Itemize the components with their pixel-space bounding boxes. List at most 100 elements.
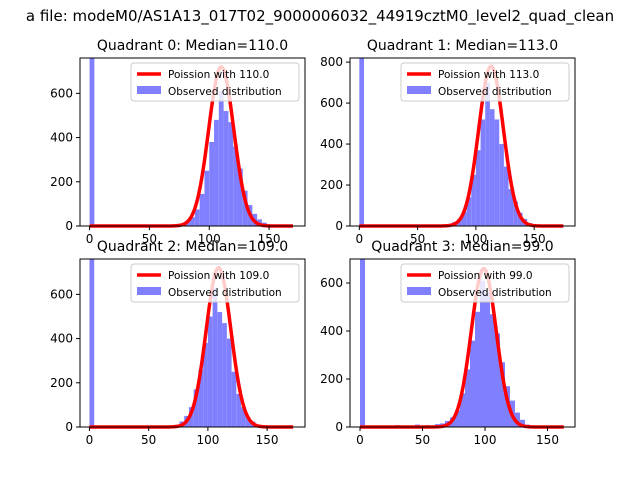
y-tick-label: 0 [65, 219, 73, 233]
x-tick-label: 0 [86, 232, 94, 246]
histogram-bar [515, 412, 520, 427]
histogram-bar [231, 371, 237, 427]
histogram-bar [198, 369, 204, 427]
y-tick-label: 400 [50, 131, 73, 145]
histogram-bar [203, 343, 208, 427]
subplot-title: Quadrant 2: Median=109.0 [97, 239, 288, 255]
legend-box [130, 263, 300, 303]
y-tick-label: 600 [50, 287, 73, 301]
x-tick-label: 100 [198, 232, 221, 246]
histogram-bar [508, 189, 514, 226]
legend: Poission with 99.0 Observed distribution [400, 263, 570, 303]
x-tick-label: 150 [256, 433, 279, 447]
y-tick-label: 800 [320, 55, 343, 69]
legend-patch-swatch [137, 86, 161, 94]
histogram-bar [466, 197, 472, 226]
y-tick-label: 0 [335, 219, 343, 233]
histogram-bar [489, 109, 495, 226]
subplot-quadrant-2: Quadrant 2: Median=109.0 0 50 100 150 0 200 400… [50, 239, 306, 447]
x-tick-label: 0 [356, 433, 364, 447]
histogram-bar [503, 166, 509, 226]
histogram-bar [222, 323, 227, 427]
subplot-quadrant-0: Quadrant 0: Median=110.0 0 50 100 150 0 200 400… [50, 38, 306, 246]
subplot-quadrant-3: Quadrant 3: Median=99.0 0 50 100 150 0 200 400 6… [320, 239, 576, 447]
histogram-bar [237, 168, 243, 226]
y-tick-label: 400 [320, 324, 343, 338]
legend-label-observed: Observed distribution [168, 287, 282, 299]
x-tick-label: 0 [86, 433, 94, 447]
y-tick-label: 0 [65, 420, 73, 434]
x-tick-label: 0 [356, 232, 364, 246]
legend-patch-swatch [137, 287, 161, 295]
legend-patch-swatch [407, 86, 431, 94]
x-tick-label: 100 [474, 433, 497, 447]
histogram-bar [188, 407, 194, 427]
subplot-title: Quadrant 1: Median=113.0 [367, 38, 558, 54]
histogram-bar [490, 314, 495, 427]
histogram-bar [209, 142, 215, 226]
histogram-bar [89, 58, 95, 226]
axes-frame [349, 258, 576, 428]
histogram-bar [242, 190, 248, 226]
y-tick-label: 600 [320, 96, 343, 110]
histogram-bar [500, 362, 505, 427]
histogram-bar [245, 417, 251, 427]
legend-box [130, 62, 300, 102]
y-tick-label: 600 [50, 86, 73, 100]
histogram-bar [480, 280, 485, 427]
histogram-bar [520, 419, 525, 427]
histogram-bar [223, 111, 229, 226]
histogram-bar [461, 211, 467, 226]
histogram-bar [471, 174, 476, 226]
figure-suptitle: a file: modeM0/AS1A13_017T02_9000006032_… [26, 7, 614, 26]
histogram-bar [465, 369, 470, 427]
histogram-bar [233, 146, 238, 226]
histogram-bar [204, 170, 210, 226]
histogram-bar [228, 122, 234, 226]
y-tick-label: 400 [50, 332, 73, 346]
axes-frame [349, 57, 576, 227]
legend-label-observed: Observed distribution [438, 287, 552, 299]
histogram-bar [236, 393, 242, 427]
x-tick-label: 100 [464, 232, 487, 246]
legend-box [400, 62, 570, 102]
histogram-bar [513, 201, 518, 226]
subplot-title: Quadrant 0: Median=110.0 [97, 38, 288, 54]
y-tick-label: 200 [50, 376, 73, 390]
subplots-grid: Quadrant 0: Median=110.0 0 50 100 150 0 200 400… [50, 38, 576, 447]
histogram-bar [360, 259, 365, 427]
legend-label-observed: Observed distribution [438, 86, 552, 98]
histogram-bar [475, 311, 480, 427]
histogram-bar [194, 209, 200, 226]
y-tick-label: 200 [320, 372, 343, 386]
legend-label-poisson: Poission with 109.0 [168, 270, 269, 282]
histogram-bar [199, 193, 205, 226]
histogram-bar [190, 217, 195, 226]
histogram-bar [226, 338, 232, 427]
histogram-bar [207, 316, 213, 427]
histogram-bar [460, 393, 465, 427]
x-tick-label: 150 [523, 232, 546, 246]
y-tick-label: 200 [50, 175, 73, 189]
histogram-bar [241, 407, 246, 427]
histogram-bar [193, 389, 199, 427]
histogram-bar [218, 91, 224, 226]
legend-patch-swatch [407, 287, 431, 295]
histogram-bar [485, 292, 490, 427]
histogram-bar [359, 58, 364, 226]
legend-label-poisson: Poission with 113.0 [438, 69, 539, 81]
plot-area [88, 58, 295, 228]
x-tick-label: 100 [196, 433, 219, 447]
histogram-bar [217, 312, 223, 427]
subplot-title: Quadrant 3: Median=99.0 [371, 239, 553, 255]
plot-area [358, 58, 565, 228]
y-tick-label: 400 [320, 137, 343, 151]
legend: Poission with 109.0 Observed distribution [130, 263, 300, 303]
x-tick-label: 50 [142, 232, 157, 246]
x-tick-label: 50 [141, 433, 156, 447]
axes-frame [79, 57, 306, 227]
legend-label-poisson: Poission with 99.0 [438, 270, 533, 282]
x-tick-label: 50 [415, 433, 430, 447]
x-tick-label: 150 [258, 232, 281, 246]
y-tick-label: 0 [335, 420, 343, 434]
